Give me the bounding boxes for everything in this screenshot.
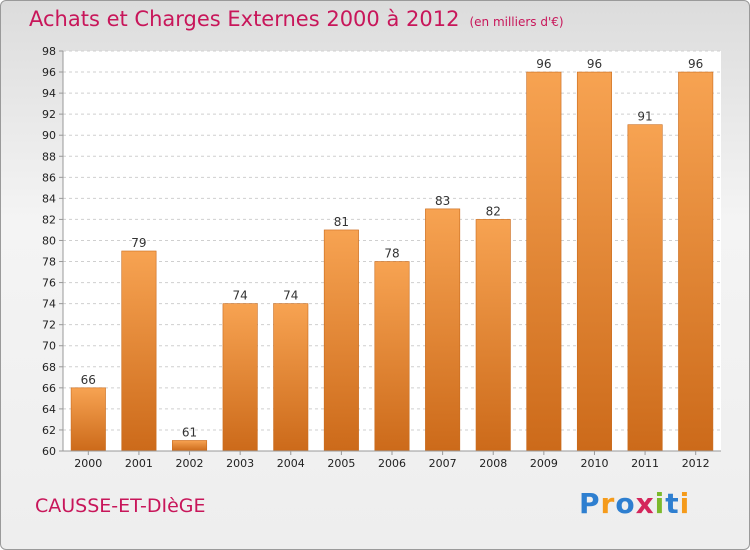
data-label-2001: 79: [131, 236, 146, 250]
x-tick-label: 2009: [530, 457, 558, 470]
data-label-2003: 74: [233, 289, 248, 303]
bars: 66 79 61 74 74 81 78 83 82 96 96 91 96: [70, 57, 714, 452]
y-tick-label: 78: [42, 256, 56, 269]
x-tick-label: 2011: [631, 457, 659, 470]
chart-title-text: Achats et Charges Externes 2000 à 2012: [29, 7, 460, 31]
y-tick-label: 82: [42, 213, 56, 226]
y-tick-label: 80: [42, 234, 56, 247]
y-tick-label: 60: [42, 445, 56, 458]
y-tick-label: 76: [42, 277, 56, 290]
y-tick-label: 90: [42, 129, 56, 142]
y-axis-ticks: 60 62 64 66 68 70 72 74 76 78 80 82 84 86 88 90 92 94 96 98: [42, 45, 63, 458]
y-tick-label: 96: [42, 66, 56, 79]
bar-2010: [576, 71, 612, 452]
y-tick-label: 64: [42, 403, 56, 416]
data-label-2008: 82: [486, 204, 501, 218]
bar-2006: [374, 261, 410, 452]
x-axis-ticks: 2000 2001 2002 2003 2004 2005 2006 2007 2008 2009…: [74, 451, 710, 470]
logo-letter: P: [579, 487, 601, 520]
y-tick-label: 86: [42, 171, 56, 184]
data-label-2006: 78: [384, 247, 399, 261]
proxiti-logo: Proxiti: [579, 487, 690, 520]
y-tick-label: 74: [42, 298, 56, 311]
bar-2003: [222, 303, 258, 452]
logo-letter: t: [665, 487, 680, 520]
bar-2008: [475, 219, 511, 452]
x-tick-label: 2012: [682, 457, 710, 470]
logo-letter: r: [600, 487, 616, 520]
x-tick-label: 2003: [226, 457, 254, 470]
bar-2007: [425, 208, 461, 452]
y-tick-label: 62: [42, 424, 56, 437]
x-tick-label: 2008: [479, 457, 507, 470]
x-tick-label: 2006: [378, 457, 406, 470]
x-tick-label: 2002: [176, 457, 204, 470]
logo-letter: i: [679, 487, 691, 520]
y-tick-label: 70: [42, 340, 56, 353]
place-name: CAUSSE-ET-DIèGE: [35, 495, 206, 517]
data-label-2007: 83: [435, 194, 450, 208]
logo-letter: o: [615, 487, 636, 520]
bar-2002: [172, 440, 208, 452]
chart-title: Achats et Charges Externes 2000 à 2012 (e…: [29, 7, 564, 31]
data-label-2010: 96: [587, 57, 602, 71]
data-label-2002: 61: [182, 425, 197, 439]
y-tick-label: 68: [42, 361, 56, 374]
logo-letter: i: [654, 487, 666, 520]
data-label-2005: 81: [334, 215, 349, 229]
y-tick-label: 94: [42, 87, 56, 100]
bar-2004: [273, 303, 309, 452]
data-label-2009: 96: [536, 57, 551, 71]
bar-2009: [526, 71, 562, 452]
y-tick-label: 66: [42, 382, 56, 395]
y-tick-label: 84: [42, 192, 56, 205]
bar-2005: [323, 229, 359, 452]
data-label-2012: 96: [688, 57, 703, 71]
y-tick-label: 88: [42, 150, 56, 163]
data-label-2000: 66: [81, 373, 96, 387]
logo-letter: x: [635, 487, 655, 520]
x-tick-label: 2000: [74, 457, 102, 470]
chart-unit: (en milliers d'€): [469, 15, 564, 29]
x-tick-label: 2005: [327, 457, 355, 470]
x-tick-label: 2004: [277, 457, 305, 470]
bar-2001: [121, 250, 157, 452]
x-tick-label: 2001: [125, 457, 153, 470]
bar-2012: [678, 71, 714, 452]
y-tick-label: 98: [42, 45, 56, 58]
bar-2000: [70, 387, 106, 452]
data-label-2011: 91: [637, 110, 652, 124]
y-tick-label: 92: [42, 108, 56, 121]
bar-2011: [627, 124, 663, 452]
y-tick-label: 72: [42, 319, 56, 332]
x-tick-label: 2007: [429, 457, 457, 470]
x-tick-label: 2010: [580, 457, 608, 470]
data-label-2004: 74: [283, 289, 298, 303]
